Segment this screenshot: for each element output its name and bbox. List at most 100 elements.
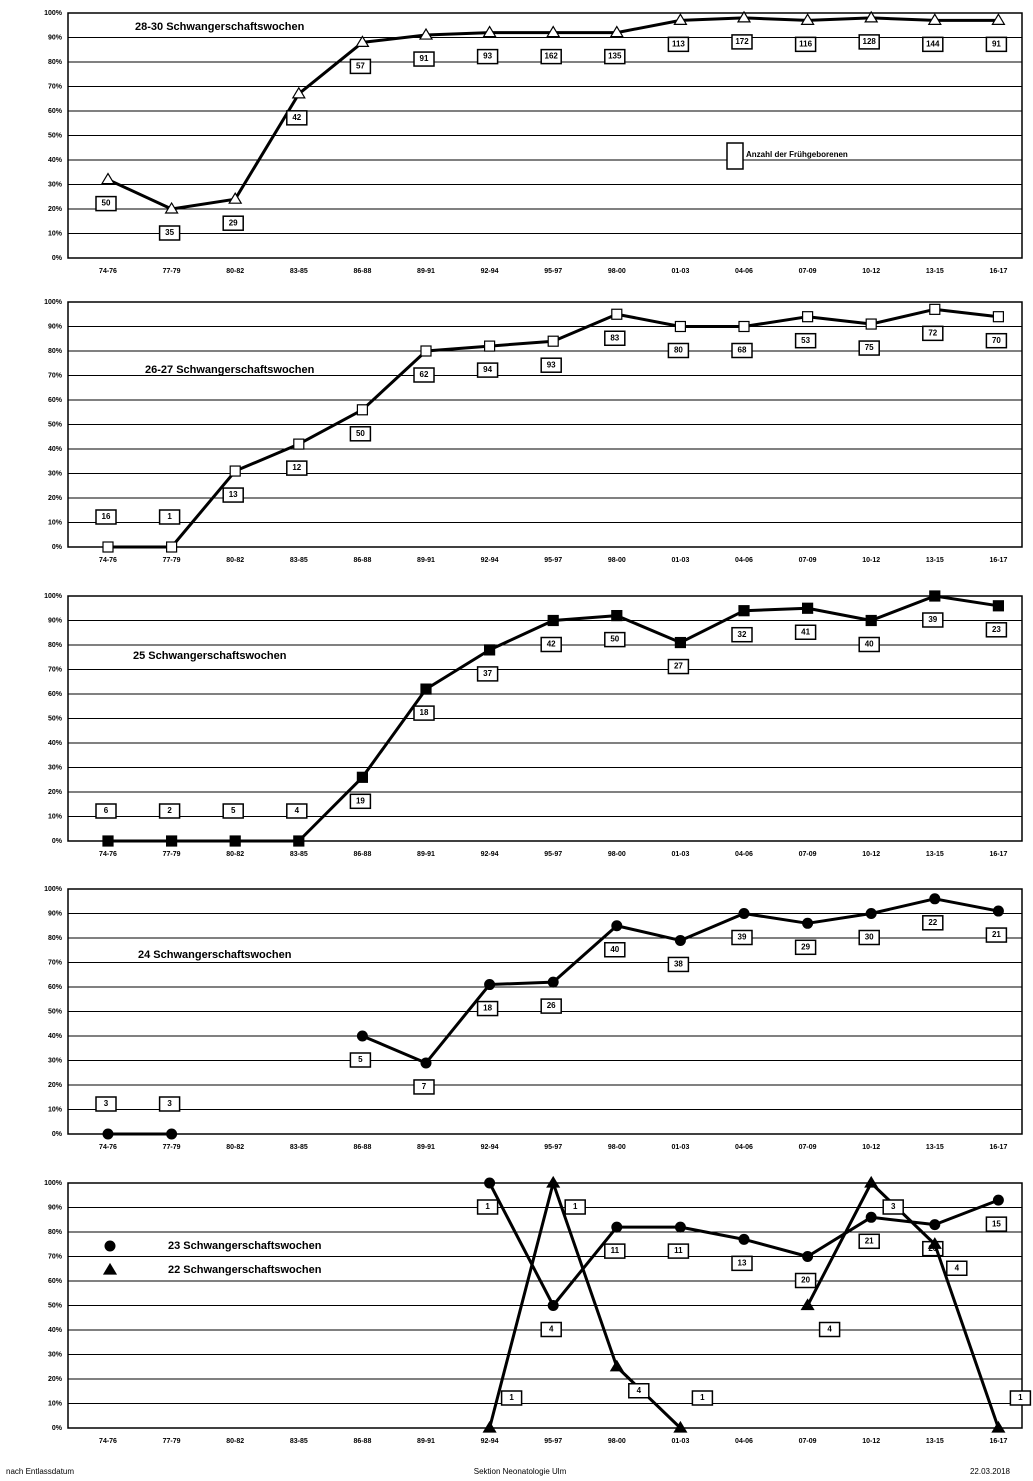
count-box xyxy=(628,1383,650,1399)
count-label: 12 xyxy=(292,463,301,472)
x-tick-label: 13-15 xyxy=(926,1144,944,1151)
marker xyxy=(484,644,496,656)
x-tick-label: 74-76 xyxy=(99,1438,117,1445)
count-box xyxy=(794,939,817,956)
x-tick-label: 92-94 xyxy=(481,268,499,275)
marker xyxy=(865,908,877,919)
y-tick-label: 50% xyxy=(48,715,63,722)
count-label: 39 xyxy=(738,933,747,942)
x-tick-label: 80-82 xyxy=(226,1144,244,1151)
y-tick-label: 10% xyxy=(48,813,63,820)
y-tick-label: 30% xyxy=(48,181,63,188)
count-box xyxy=(985,332,1008,349)
x-tick-label: 95-97 xyxy=(544,557,562,564)
x-tick-label: 89-91 xyxy=(417,268,435,275)
x-tick-label: 83-85 xyxy=(290,268,308,275)
count-box xyxy=(95,195,117,212)
count-box xyxy=(985,622,1008,638)
count-label: 38 xyxy=(674,960,683,969)
y-tick-label: 10% xyxy=(48,230,63,237)
count-box xyxy=(922,612,944,628)
x-tick-label: 13-15 xyxy=(926,1438,944,1445)
count-box xyxy=(985,927,1008,943)
y-tick-label: 40% xyxy=(48,157,63,164)
count-label: 40 xyxy=(610,945,619,954)
y-tick-label: 50% xyxy=(48,132,63,139)
x-tick-label: 98-00 xyxy=(608,268,626,275)
marker xyxy=(229,835,241,847)
x-tick-label: 92-94 xyxy=(481,557,499,564)
y-tick-label: 70% xyxy=(48,666,63,673)
y-tick-label: 60% xyxy=(48,397,63,404)
footer-right: 22.03.2018 xyxy=(970,1467,1011,1476)
count-box xyxy=(95,803,117,819)
marker xyxy=(293,438,305,450)
count-box xyxy=(731,34,753,50)
count-label: 93 xyxy=(483,52,492,61)
count-box xyxy=(413,51,435,67)
marker xyxy=(864,10,879,23)
chart-title: 28-30 Schwangerschaftswochen xyxy=(135,21,305,33)
marker xyxy=(865,1211,877,1223)
marker xyxy=(293,835,305,847)
chart-title: 26-27 Schwangerschaftswochen xyxy=(145,364,315,376)
marker xyxy=(991,13,1006,25)
y-tick-label: 90% xyxy=(48,323,63,330)
count-label: 18 xyxy=(483,1004,492,1013)
y-tick-label: 40% xyxy=(48,1327,63,1334)
count-box xyxy=(604,1243,626,1259)
y-tick-label: 80% xyxy=(48,935,63,942)
marker xyxy=(992,1194,1004,1206)
count-box xyxy=(922,915,944,931)
count-label: 113 xyxy=(672,39,685,48)
y-tick-label: 0% xyxy=(52,255,63,262)
count-label: 21 xyxy=(992,930,1001,939)
marker xyxy=(738,908,750,919)
count-box xyxy=(604,48,626,65)
count-box xyxy=(604,330,626,346)
count-label: 83 xyxy=(610,333,619,342)
marker xyxy=(102,1262,118,1275)
x-tick-label: 86-88 xyxy=(353,268,371,275)
x-tick-label: 86-88 xyxy=(353,851,371,858)
x-tick-label: 83-85 xyxy=(290,1438,308,1445)
count-label: 116 xyxy=(799,39,812,48)
x-tick-label: 89-91 xyxy=(417,1438,435,1445)
count-box xyxy=(413,1079,435,1095)
footer-center: Sektion Neonatologie Ulm xyxy=(474,1467,567,1476)
marker xyxy=(420,683,432,695)
count-label: 68 xyxy=(738,346,747,355)
x-tick-label: 13-15 xyxy=(926,268,944,275)
x-tick-label: 92-94 xyxy=(481,851,499,858)
count-label: 1 xyxy=(700,1393,705,1402)
y-tick-label: 50% xyxy=(48,1302,63,1309)
y-tick-label: 70% xyxy=(48,1253,63,1260)
marker xyxy=(611,609,623,622)
count-box xyxy=(731,342,753,359)
count-label: 135 xyxy=(608,52,622,61)
count-box xyxy=(794,332,817,349)
count-box xyxy=(286,460,308,476)
marker xyxy=(611,308,623,320)
count-label: 37 xyxy=(483,669,492,678)
y-tick-label: 0% xyxy=(52,544,63,551)
count-label: 30 xyxy=(865,933,874,942)
count-label: 62 xyxy=(420,370,429,379)
marker xyxy=(802,1251,814,1262)
legend-label: 23 Schwangerschaftswochen xyxy=(168,1240,322,1252)
count-box xyxy=(858,1233,880,1250)
x-tick-label: 77-79 xyxy=(163,1144,181,1151)
count-label: 1 xyxy=(1018,1393,1023,1402)
count-label: 57 xyxy=(356,62,365,71)
marker xyxy=(800,13,815,25)
count-label: 7 xyxy=(422,1082,427,1091)
count-box xyxy=(158,1096,181,1112)
marker xyxy=(102,1128,114,1140)
marker xyxy=(992,905,1004,917)
count-box xyxy=(286,803,308,819)
count-box xyxy=(349,793,372,810)
marker xyxy=(355,35,370,48)
marker xyxy=(482,25,497,38)
count-label: 20 xyxy=(801,1276,810,1285)
marker xyxy=(801,311,814,323)
